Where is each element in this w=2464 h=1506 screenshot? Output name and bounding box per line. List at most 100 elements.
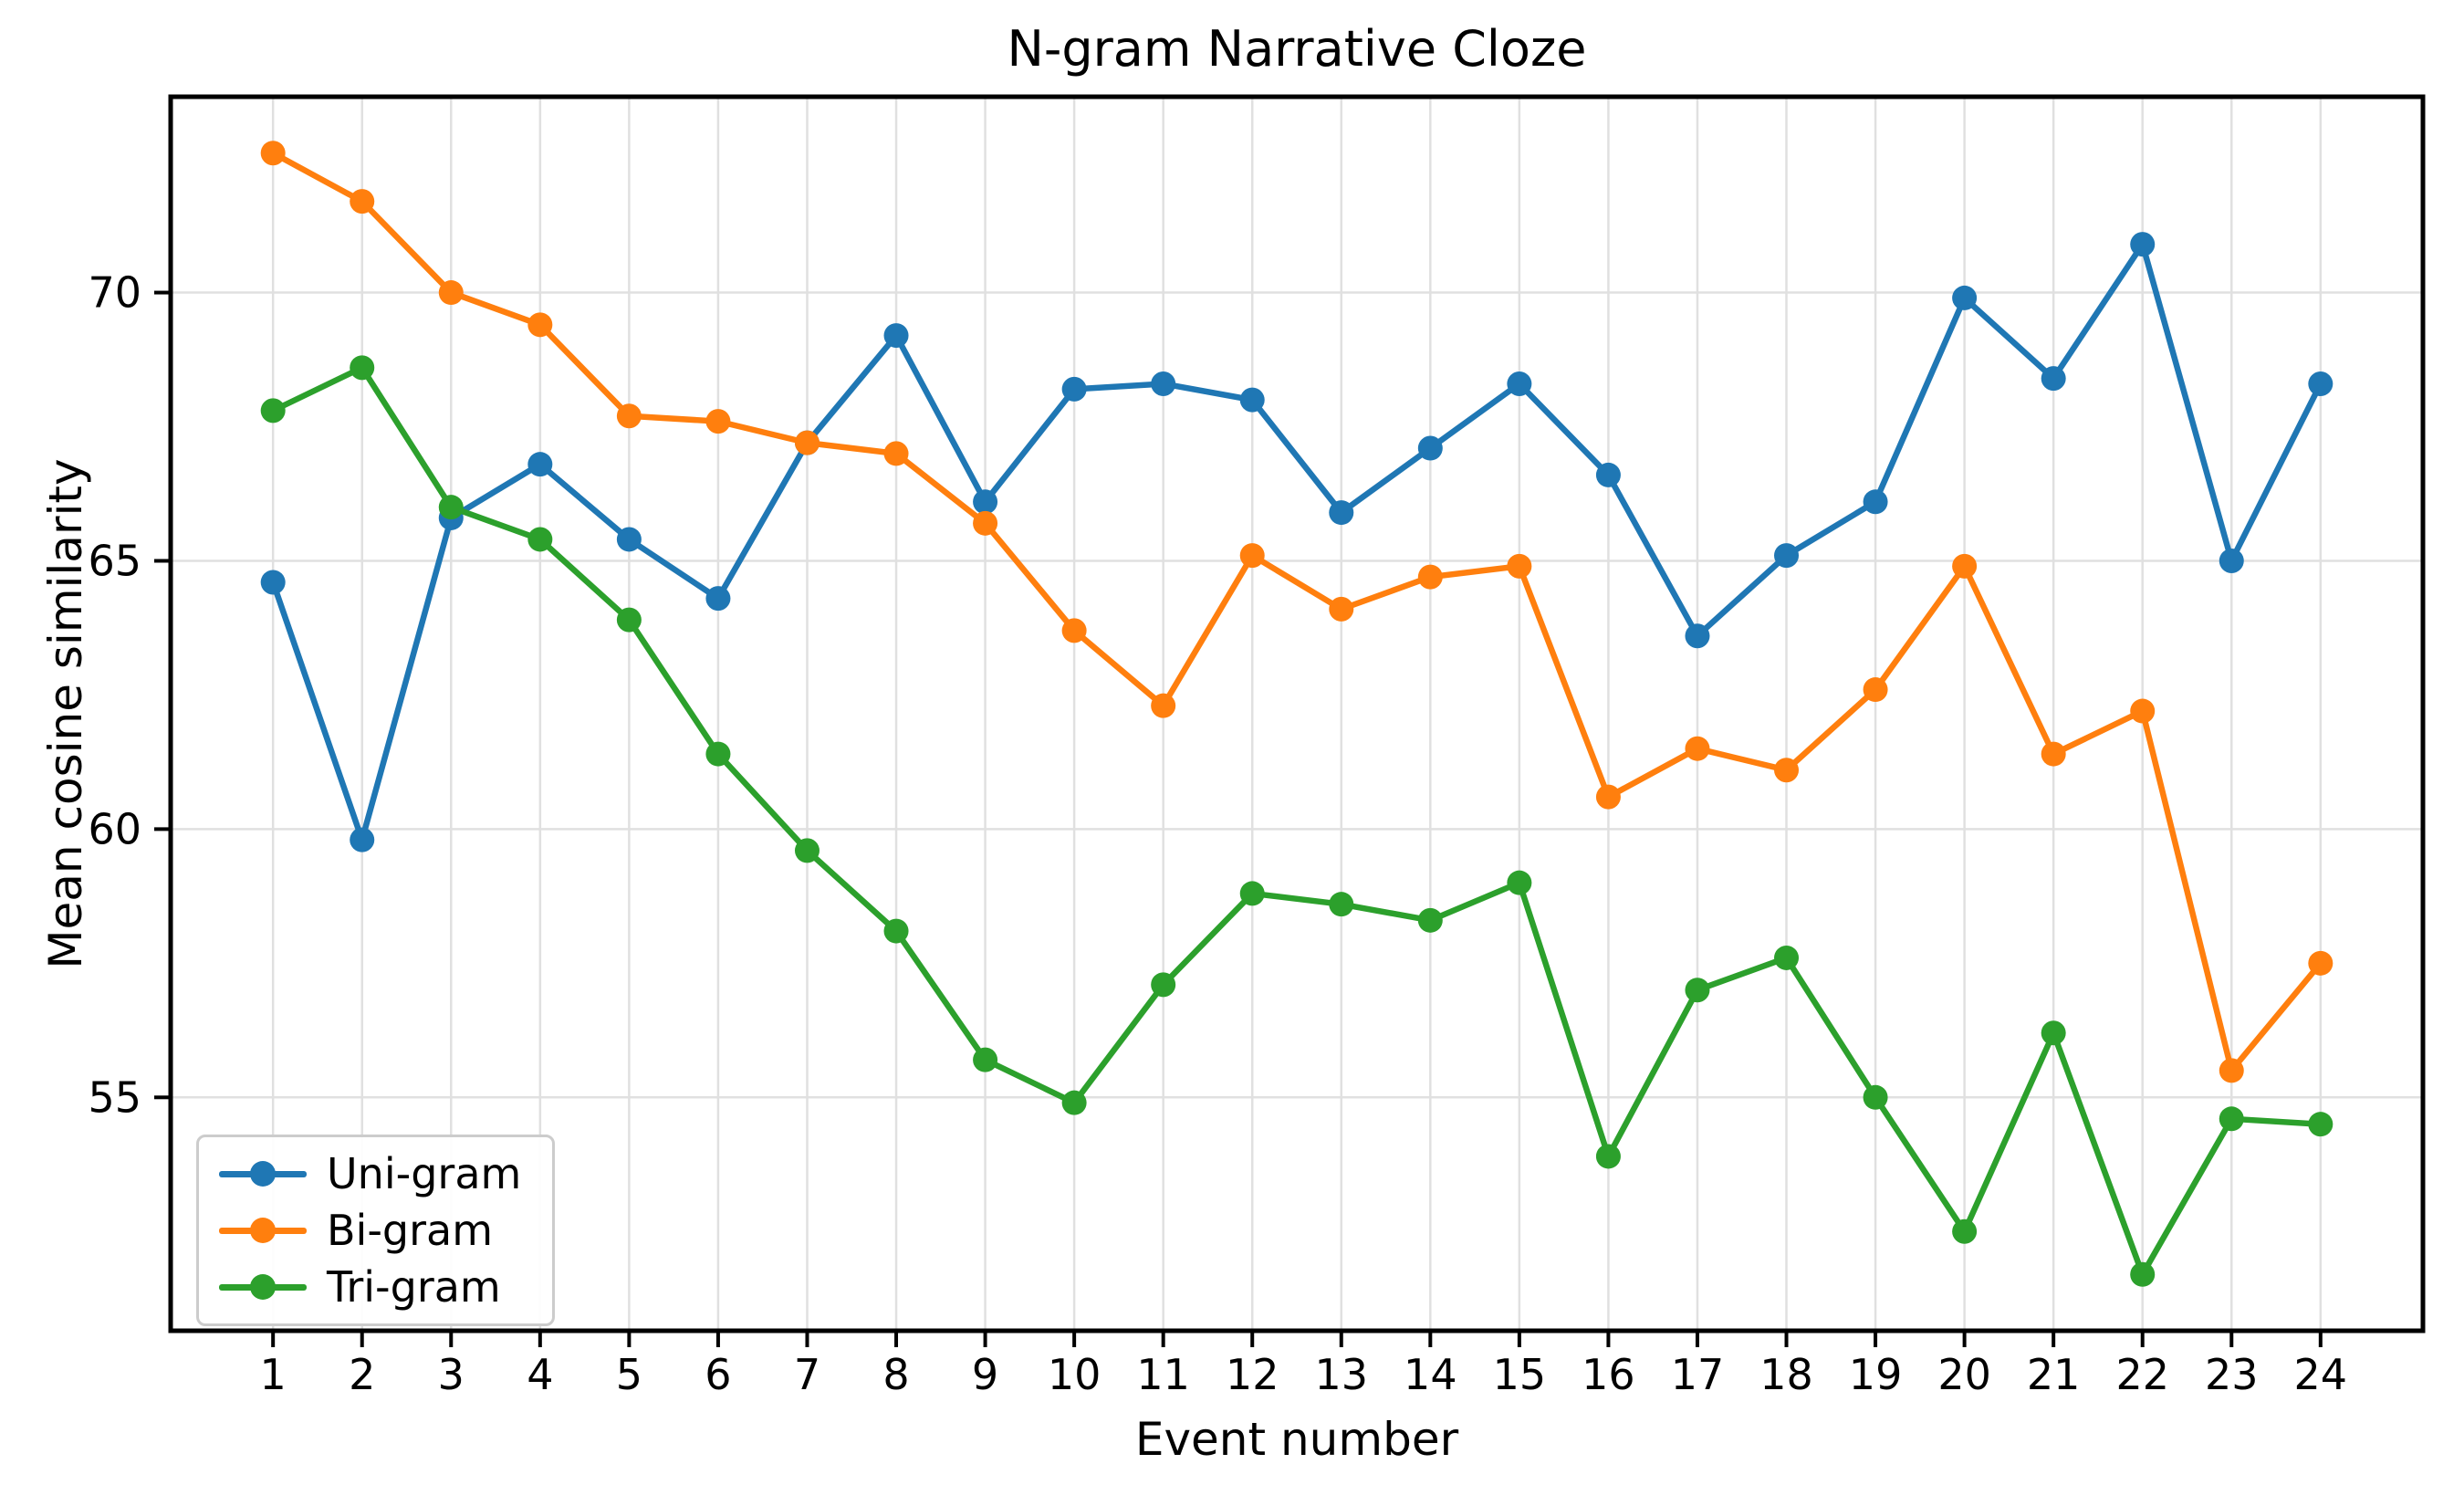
bi-gram-marker — [2041, 741, 2066, 767]
bi-gram-marker — [1417, 564, 1443, 590]
uni-gram-marker — [1329, 500, 1354, 526]
bi-gram-line — [269, 150, 2324, 1074]
bi-gram-marker — [883, 441, 909, 466]
bi-gram-marker — [1507, 553, 1532, 579]
tri-gram-line — [269, 364, 2324, 1278]
uni-gram-marker — [2219, 548, 2244, 573]
tri-gram-marker — [705, 741, 731, 767]
x-tick-label: 18 — [1759, 1350, 1813, 1399]
x-tick-label: 22 — [2115, 1350, 2169, 1399]
tri-gram-marker — [260, 398, 286, 424]
uni-gram-marker — [260, 570, 286, 595]
uni-gram-marker — [1151, 371, 1176, 396]
chart-title: N-gram Narrative Cloze — [1007, 20, 1587, 78]
legend-label-bi-gram: Bi-gram — [327, 1206, 494, 1255]
ticks: 1 2 3 4 5 6 7 8 9 10 11 12 13 14 15 16 17 18 19 20 21 22 23 245… — [88, 268, 2347, 1399]
bi-gram-marker — [2130, 698, 2156, 724]
uni-gram-marker — [2041, 366, 2066, 392]
bi-gram-marker — [1061, 618, 1087, 643]
bi-gram-marker — [794, 430, 820, 455]
tri-gram-marker — [1595, 1144, 1621, 1169]
uni-gram-marker — [2308, 371, 2333, 396]
x-tick-label: 21 — [2027, 1350, 2081, 1399]
bi-gram-marker — [438, 280, 464, 306]
tri-gram-marker — [1417, 907, 1443, 933]
bi-gram-marker — [350, 189, 375, 214]
x-tick-label: 5 — [616, 1350, 642, 1399]
bi-gram-series — [260, 141, 2333, 1083]
uni-gram-marker — [350, 827, 375, 852]
bi-gram-marker — [1329, 596, 1354, 622]
uni-gram-marker — [1595, 462, 1621, 487]
tri-gram-marker — [1329, 892, 1354, 917]
bi-gram-marker — [1239, 543, 1265, 569]
x-tick-label: 4 — [527, 1350, 553, 1399]
x-tick-label: 8 — [882, 1350, 909, 1399]
x-tick-label: 12 — [1226, 1350, 1279, 1399]
tri-gram-marker — [794, 838, 820, 863]
tri-gram-marker — [1774, 945, 1800, 970]
x-tick-label: 2 — [349, 1350, 375, 1399]
uni-gram-legend-marker-icon — [219, 1161, 307, 1187]
legend-item-bi-gram: Bi-gram — [219, 1208, 521, 1252]
bi-gram-legend-marker-icon — [219, 1218, 307, 1243]
y-axis-label: Mean cosine similarity — [39, 458, 92, 969]
x-tick-label: 1 — [260, 1350, 287, 1399]
uni-gram-marker — [1239, 387, 1265, 413]
axes-spines — [168, 94, 2426, 1333]
tri-gram-marker — [350, 355, 375, 381]
tri-gram-marker — [2041, 1020, 2066, 1046]
x-axis-label: Event number — [1134, 1413, 1459, 1466]
y-tick-label: 65 — [88, 536, 141, 585]
tri-gram-marker — [1061, 1090, 1087, 1115]
uni-gram-line — [269, 241, 2324, 843]
x-tick-label: 7 — [794, 1350, 820, 1399]
y-tick-label: 55 — [88, 1072, 141, 1122]
tri-gram-marker — [2219, 1106, 2244, 1132]
x-tick-label: 19 — [1849, 1350, 1903, 1399]
bi-gram-marker — [527, 312, 553, 338]
tri-gram-marker — [527, 527, 553, 552]
x-tick-label: 23 — [2205, 1350, 2259, 1399]
tri-gram-marker — [1239, 881, 1265, 906]
uni-gram-marker — [973, 489, 998, 515]
tri-gram-marker — [438, 495, 464, 520]
x-tick-label: 3 — [438, 1350, 465, 1399]
x-tick-label: 24 — [2294, 1350, 2348, 1399]
tri-gram-marker — [883, 918, 909, 944]
uni-gram-marker — [705, 586, 731, 612]
x-tick-label: 15 — [1493, 1350, 1547, 1399]
tri-gram-series — [260, 355, 2333, 1287]
x-tick-label: 16 — [1582, 1350, 1635, 1399]
y-tick-label: 70 — [88, 268, 141, 318]
uni-gram-marker — [883, 323, 909, 349]
uni-gram-marker — [1507, 371, 1532, 396]
x-tick-label: 9 — [972, 1350, 998, 1399]
uni-gram-marker — [616, 527, 642, 552]
tri-gram-marker — [1863, 1084, 1888, 1110]
tri-gram-marker — [2308, 1112, 2333, 1137]
bi-gram-marker — [1685, 736, 1710, 761]
tri-gram-marker — [2130, 1261, 2156, 1287]
tri-gram-marker — [616, 607, 642, 633]
bi-gram-marker — [1863, 677, 1888, 703]
bi-gram-marker — [260, 141, 286, 166]
bi-gram-marker — [705, 409, 731, 434]
uni-gram-marker — [1774, 543, 1800, 569]
x-tick-label: 14 — [1404, 1350, 1457, 1399]
uni-gram-marker — [1685, 623, 1710, 649]
legend-label-tri-gram: Tri-gram — [327, 1262, 501, 1312]
bi-gram-marker — [1151, 693, 1176, 718]
uni-gram-marker — [1952, 285, 1978, 310]
x-tick-label: 13 — [1315, 1350, 1369, 1399]
uni-gram-marker — [1417, 435, 1443, 461]
legend-item-tri-gram: Tri-gram — [219, 1265, 521, 1309]
x-tick-label: 11 — [1136, 1350, 1190, 1399]
bi-gram-marker — [616, 403, 642, 429]
tri-gram-legend-marker-icon — [219, 1274, 307, 1300]
tri-gram-marker — [1685, 978, 1710, 1003]
legend: Uni-gram Bi-gram Tri-gram — [196, 1135, 556, 1326]
legend-label-uni-gram: Uni-gram — [327, 1149, 522, 1198]
bi-gram-marker — [1774, 758, 1800, 783]
